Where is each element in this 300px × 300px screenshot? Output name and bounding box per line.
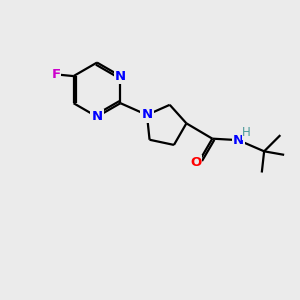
Text: N: N [92, 110, 103, 123]
Text: F: F [51, 68, 60, 81]
Text: N: N [233, 134, 244, 147]
Text: H: H [242, 126, 251, 139]
Text: O: O [190, 156, 201, 169]
Text: N: N [141, 109, 152, 122]
Text: N: N [115, 70, 126, 83]
